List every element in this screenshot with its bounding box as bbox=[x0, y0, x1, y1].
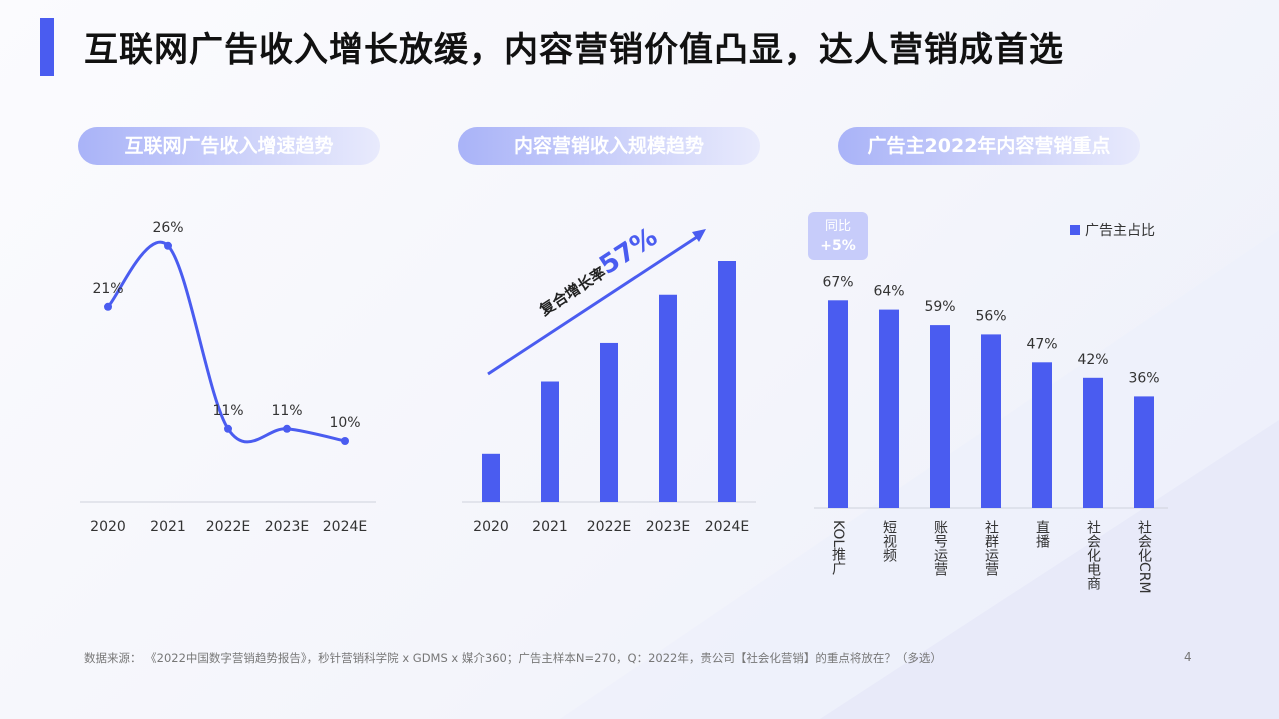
bar bbox=[828, 300, 848, 508]
panel-title-content-revenue: 内容营销收入规模趋势 bbox=[458, 127, 760, 165]
line-point bbox=[283, 424, 291, 433]
data-label: 47% bbox=[1026, 336, 1057, 352]
data-label: 11% bbox=[271, 403, 302, 419]
bar bbox=[541, 381, 559, 502]
panel-title-advertiser-focus: 广告主2022年内容营销重点 bbox=[838, 127, 1140, 165]
data-label: 64% bbox=[873, 284, 904, 300]
line-point bbox=[164, 241, 172, 250]
bar bbox=[981, 334, 1001, 508]
data-source-note: 数据来源： 《2022中国数字营销趋势报告》，秒针营销科学院 x GDMS x … bbox=[84, 651, 942, 665]
bar bbox=[1032, 362, 1052, 508]
x-tick-label: 2020 bbox=[473, 519, 509, 535]
growth-arrow-head bbox=[692, 229, 706, 242]
x-tick-label: 2024E bbox=[705, 519, 749, 535]
legend-label: 广告主占比 bbox=[1085, 223, 1155, 239]
x-tick-label: 社群运营 bbox=[983, 520, 999, 576]
growth-arrow-line bbox=[487, 233, 701, 376]
x-tick-label: 直播 bbox=[1034, 519, 1050, 548]
data-label: 67% bbox=[822, 274, 853, 290]
x-tick-label: 2020 bbox=[90, 519, 126, 535]
yoy-badge-line2: +5% bbox=[820, 238, 856, 254]
data-label: 42% bbox=[1077, 352, 1108, 368]
page-number: 4 bbox=[1184, 650, 1192, 664]
page-title: 互联网广告收入增长放缓，内容营销价值凸显，达人营销成首选 bbox=[84, 30, 1064, 70]
data-label: 26% bbox=[152, 220, 183, 236]
bar bbox=[879, 309, 899, 508]
bar bbox=[482, 453, 500, 502]
x-tick-label: 2023E bbox=[646, 519, 690, 535]
yoy-badge bbox=[808, 212, 868, 260]
x-tick-label: 短视频 bbox=[881, 520, 897, 562]
legend-swatch bbox=[1070, 225, 1080, 235]
bar bbox=[930, 325, 950, 508]
x-tick-label: 2024E bbox=[323, 519, 367, 535]
data-label: 59% bbox=[924, 299, 955, 315]
data-label: 21% bbox=[92, 281, 123, 297]
bar bbox=[1134, 396, 1154, 508]
x-tick-label: 2022E bbox=[206, 519, 250, 535]
bar bbox=[600, 342, 618, 502]
x-tick-label: 2021 bbox=[532, 519, 568, 535]
data-label: 11% bbox=[212, 403, 243, 419]
data-label: 10% bbox=[329, 415, 360, 431]
x-tick-label: 社会化电商 bbox=[1085, 520, 1101, 590]
x-tick-label: 2021 bbox=[150, 519, 186, 535]
bar bbox=[659, 294, 677, 502]
x-tick-label: 2023E bbox=[265, 519, 309, 535]
title-accent-bar bbox=[40, 18, 54, 76]
x-tick-label: 社会化CRM bbox=[1136, 520, 1152, 594]
panel-title-ad-growth: 互联网广告收入增速趋势 bbox=[78, 127, 380, 165]
line-point bbox=[224, 424, 232, 433]
x-tick-label: KOL推广 bbox=[830, 520, 846, 577]
bar bbox=[718, 261, 736, 502]
line-point bbox=[104, 302, 112, 311]
data-label: 36% bbox=[1128, 370, 1159, 386]
x-tick-label: 账号运营 bbox=[932, 520, 948, 576]
yoy-badge-line1: 同比 bbox=[825, 219, 851, 234]
x-tick-label: 2022E bbox=[587, 519, 631, 535]
bar bbox=[1083, 377, 1103, 508]
data-label: 56% bbox=[975, 308, 1006, 324]
line-point bbox=[341, 437, 349, 445]
